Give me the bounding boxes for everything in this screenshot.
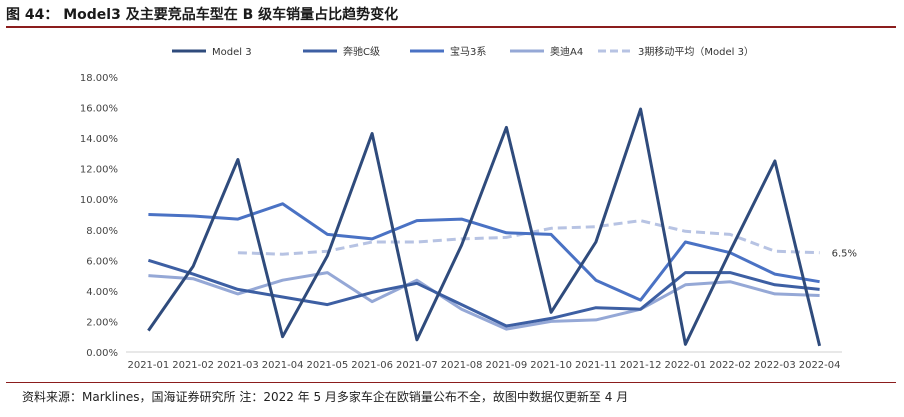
x-tick-label: 2021-02 — [172, 360, 214, 371]
y-tick-label: 14.00% — [80, 134, 118, 145]
series-line-4 — [148, 271, 820, 331]
y-tick-label: 4.00% — [86, 287, 118, 298]
x-tick-label: 2022-02 — [709, 360, 751, 371]
legend-label: 宝马3系 — [450, 45, 486, 58]
legend-label: 奔驰C级 — [343, 45, 380, 58]
x-tick-label: 2021-11 — [575, 360, 617, 371]
x-tick-label: 2021-08 — [441, 360, 483, 371]
legend-label: Model 3 — [212, 47, 252, 58]
x-tick-label: 2022-01 — [664, 360, 706, 371]
y-tick-label: 0.00% — [86, 348, 118, 359]
y-tick-label: 2.00% — [86, 317, 118, 328]
y-tick-label: 16.00% — [80, 104, 118, 115]
chart-annotations: 6.5% — [832, 249, 857, 260]
x-axis-ticks: 2021-01 2021-02 2021-03 2021-04 2021-05 2021-… — [127, 360, 840, 371]
source-note: 资料来源：Marklines，国海证券研究所 注：2022 年 5 月多家车企在… — [22, 390, 629, 404]
title-rule — [6, 26, 896, 28]
y-tick-label: 8.00% — [86, 226, 118, 237]
y-axis-ticks: 0.00% 2.00% 4.00% 6.00% 8.00% 10.00% 12.00% 14.… — [80, 73, 118, 359]
x-tick-label: 2021-09 — [485, 360, 527, 371]
figure-title: 图 44： Model3 及主要竞品车型在 B 级车销量占比趋势变化 — [6, 7, 399, 23]
x-tick-label: 2021-04 — [262, 360, 304, 371]
x-tick-label: 2021-05 — [306, 360, 348, 371]
chart-legend: Model 3 奔驰C级 宝马3系 奥迪A4 3期移动平均（Model 3） — [172, 45, 754, 58]
y-tick-label: 18.00% — [80, 73, 118, 84]
x-tick-label: 2021-10 — [530, 360, 572, 371]
series-line-1 — [147, 107, 822, 347]
x-tick-label: 2021-03 — [217, 360, 259, 371]
data-label: 6.5% — [832, 249, 857, 260]
chart-series — [147, 107, 822, 347]
y-tick-label: 6.00% — [86, 256, 118, 267]
x-tick-label: 2021-12 — [620, 360, 662, 371]
x-tick-label: 2021-01 — [127, 360, 169, 371]
legend-label: 奥迪A4 — [550, 45, 583, 58]
x-tick-label: 2021-06 — [351, 360, 393, 371]
x-tick-label: 2022-04 — [799, 360, 841, 371]
x-tick-label: 2021-07 — [396, 360, 438, 371]
legend-label: 3期移动平均（Model 3） — [638, 45, 754, 58]
series-line-3 — [148, 202, 820, 302]
y-tick-label: 10.00% — [80, 195, 118, 206]
x-tick-label: 2022-03 — [754, 360, 796, 371]
y-tick-label: 12.00% — [80, 165, 118, 176]
source-rule — [6, 382, 896, 383]
line-chart: Model 3 奔驰C级 宝马3系 奥迪A4 3期移动平均（Model 3） 0.00%… — [80, 45, 857, 371]
series-line-2 — [147, 258, 820, 328]
